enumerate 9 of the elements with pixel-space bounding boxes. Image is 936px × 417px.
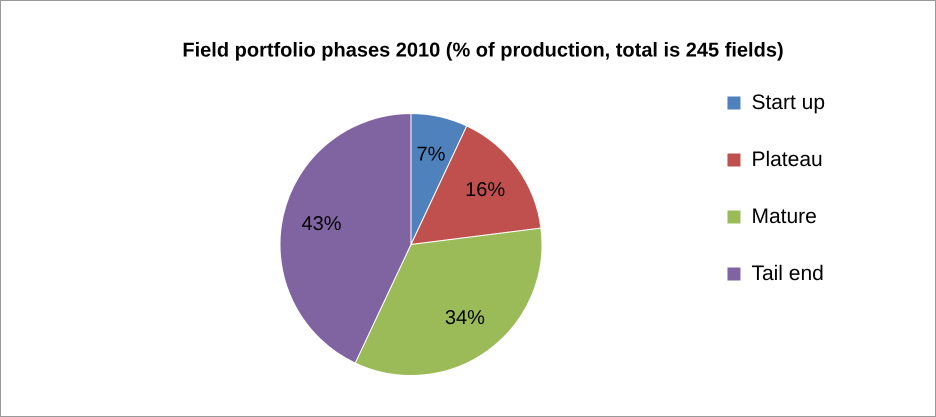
legend-label: Tail end (751, 262, 824, 285)
legend-label: Plateau (751, 148, 823, 171)
data-label: 43% (301, 213, 342, 236)
data-label: 7% (416, 144, 446, 166)
data-label: 16% (465, 179, 506, 202)
legend-label: Start up (751, 90, 826, 114)
data-label: 34% (444, 307, 486, 330)
legend-label: Mature (751, 204, 817, 228)
chart-title: Field portfolio phases 2010 (% of production, total is 245 fields) (182, 40, 784, 62)
